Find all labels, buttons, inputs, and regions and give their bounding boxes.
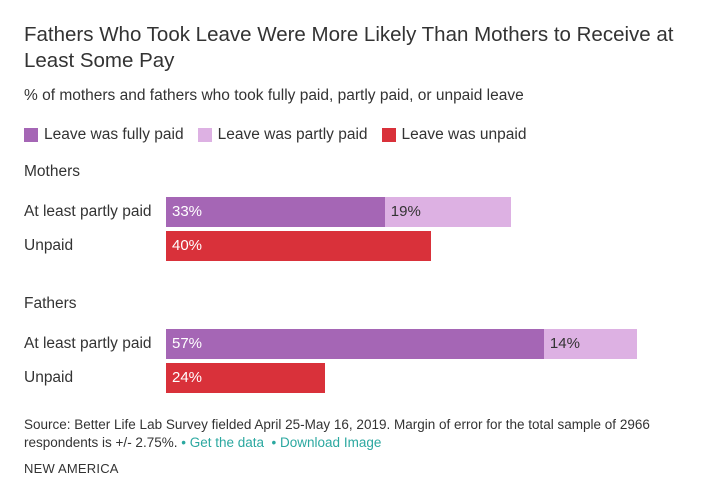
group-label: Fathers bbox=[24, 295, 77, 312]
bar-value-label: 14% bbox=[549, 335, 580, 352]
legend-label-fully-paid: Leave was fully paid bbox=[44, 126, 184, 143]
bar-segment[interactable] bbox=[166, 329, 544, 359]
chart-subtitle: % of mothers and fathers who took fully … bbox=[24, 87, 524, 104]
legend: Leave was fully paid Leave was partly pa… bbox=[24, 126, 540, 144]
legend-label-unpaid: Leave was unpaid bbox=[401, 126, 527, 143]
legend-item-unpaid[interactable]: Leave was unpaid bbox=[381, 126, 527, 144]
bar-value-label: 24% bbox=[172, 369, 203, 386]
source-text: Source: Better Life Lab Survey fielded A… bbox=[24, 417, 650, 450]
bar-segment[interactable] bbox=[543, 329, 637, 359]
source-note: Source: Better Life Lab Survey fielded A… bbox=[24, 416, 704, 452]
group-label: Mothers bbox=[24, 163, 80, 180]
category-label: Unpaid bbox=[24, 237, 74, 254]
bar-value-label: 40% bbox=[172, 237, 203, 254]
legend-label-partly-paid: Leave was partly paid bbox=[217, 126, 368, 143]
bar-value-label: 19% bbox=[390, 203, 421, 220]
legend-item-partly-paid[interactable]: Leave was partly paid bbox=[197, 126, 368, 144]
category-label: At least partly paid bbox=[24, 335, 152, 352]
get-data-link-label: Get the data bbox=[189, 435, 265, 450]
download-image-link[interactable]: • Download Image bbox=[271, 435, 382, 450]
legend-swatch-fully-paid bbox=[24, 128, 38, 142]
bar-segment[interactable] bbox=[166, 231, 432, 261]
legend-item-fully-paid[interactable]: Leave was fully paid bbox=[24, 126, 184, 144]
legend-swatch-partly-paid bbox=[197, 128, 212, 142]
category-label: At least partly paid bbox=[24, 203, 152, 220]
bar-segment[interactable] bbox=[384, 197, 511, 227]
chart-title: Fathers Who Took Leave Were More Likely … bbox=[24, 23, 674, 72]
bar-value-label: 33% bbox=[172, 203, 203, 220]
legend-swatch-unpaid bbox=[381, 128, 396, 142]
bar-segment[interactable] bbox=[166, 363, 326, 393]
bar-value-label: 57% bbox=[172, 335, 203, 352]
get-data-link[interactable]: • Get the data bbox=[181, 435, 265, 450]
download-image-link-label: Download Image bbox=[280, 435, 382, 450]
bar-segment[interactable] bbox=[166, 197, 385, 227]
category-label: Unpaid bbox=[24, 369, 74, 386]
brand-logo-text: NEW AMERICA bbox=[24, 461, 119, 476]
